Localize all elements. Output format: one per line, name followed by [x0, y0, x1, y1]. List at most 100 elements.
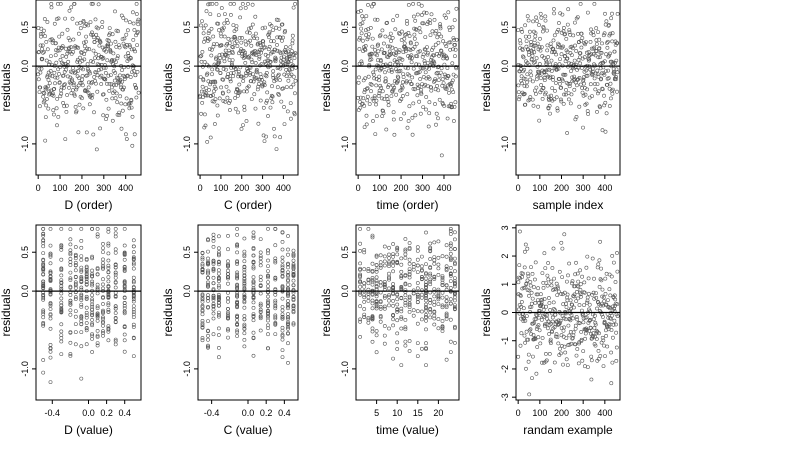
y-tick-label: 0 — [500, 310, 510, 315]
data-point — [451, 119, 456, 123]
data-point — [280, 355, 285, 360]
data-point — [235, 250, 240, 255]
data-point — [121, 16, 126, 20]
data-point — [211, 93, 215, 98]
data-point — [431, 45, 436, 50]
data-point — [428, 266, 433, 270]
data-point — [396, 75, 401, 80]
data-point — [391, 356, 396, 361]
data-point — [386, 55, 391, 60]
data-point — [362, 267, 367, 272]
data-point — [391, 259, 396, 264]
data-point — [237, 89, 242, 94]
data-point — [244, 42, 249, 47]
data-point — [436, 272, 441, 277]
data-point — [235, 270, 240, 275]
data-point — [132, 47, 136, 52]
data-point — [106, 324, 111, 329]
data-point — [48, 303, 53, 308]
data-point — [131, 304, 136, 309]
data-point — [437, 97, 442, 102]
data-point — [398, 117, 403, 121]
data-point — [548, 111, 552, 116]
data-point — [273, 258, 278, 263]
data-point — [284, 85, 289, 90]
data-point — [393, 67, 398, 72]
data-point — [587, 302, 592, 307]
data-point — [119, 126, 124, 131]
data-point — [54, 60, 59, 65]
data-point — [132, 83, 137, 87]
x-tick-label: 0.2 — [100, 408, 113, 418]
data-point — [218, 71, 223, 76]
data-point — [41, 292, 46, 297]
data-point — [84, 269, 89, 274]
data-point — [215, 113, 220, 118]
data-point — [211, 293, 216, 298]
data-point — [287, 56, 292, 61]
data-point — [226, 74, 231, 79]
data-point — [545, 313, 550, 317]
data-point — [378, 59, 383, 64]
data-point — [406, 3, 411, 7]
x-tick-label: 100 — [532, 408, 547, 418]
data-point — [378, 260, 383, 265]
data-point — [235, 272, 240, 277]
data-point — [289, 72, 294, 77]
data-point — [424, 318, 428, 323]
data-point — [547, 296, 551, 300]
data-point — [453, 47, 458, 52]
data-point — [575, 317, 580, 322]
data-point — [535, 345, 540, 349]
data-point — [53, 53, 58, 58]
data-point — [387, 326, 391, 331]
data-point — [387, 245, 391, 250]
data-point — [417, 99, 422, 104]
y-tick-label: 0.5 — [340, 21, 350, 34]
data-point — [375, 17, 380, 22]
data-point — [223, 48, 228, 53]
data-point — [599, 51, 604, 55]
data-point — [112, 89, 117, 94]
data-point — [568, 329, 573, 334]
data-point — [374, 304, 379, 309]
data-point — [544, 304, 549, 309]
data-point — [396, 63, 401, 68]
data-point — [263, 25, 268, 30]
data-point — [81, 18, 86, 23]
data-point — [122, 309, 127, 314]
data-point — [90, 273, 95, 278]
data-point — [387, 35, 392, 40]
data-point — [121, 87, 126, 92]
data-point — [280, 308, 285, 313]
data-point — [218, 31, 223, 36]
data-point — [377, 78, 381, 83]
data-point — [227, 41, 232, 46]
data-point — [440, 280, 445, 285]
data-point — [557, 322, 562, 326]
data-point — [101, 308, 105, 313]
data-point — [266, 318, 270, 323]
data-point — [286, 252, 290, 257]
data-point — [128, 56, 133, 61]
data-point — [199, 89, 204, 94]
data-point — [203, 91, 208, 95]
data-point — [526, 274, 531, 279]
data-point — [436, 88, 441, 93]
data-point — [106, 275, 111, 280]
data-point — [286, 282, 290, 287]
data-point — [407, 73, 412, 78]
data-point — [424, 230, 428, 235]
data-point — [48, 243, 53, 248]
data-point — [580, 274, 585, 279]
data-point — [101, 250, 105, 255]
data-point — [594, 49, 599, 54]
data-point — [378, 304, 383, 309]
data-point — [122, 338, 127, 343]
data-point — [131, 266, 136, 271]
data-point — [359, 26, 364, 31]
data-point — [391, 263, 396, 268]
data-point — [615, 251, 619, 255]
data-point — [91, 35, 96, 40]
